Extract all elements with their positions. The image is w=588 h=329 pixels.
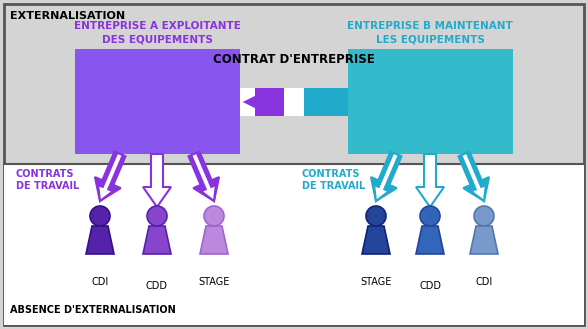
Text: CDI: CDI [475, 277, 493, 287]
Text: CDD: CDD [419, 281, 441, 291]
Polygon shape [416, 226, 444, 254]
Text: CONTRATS
DE TRAVAIL: CONTRATS DE TRAVAIL [16, 169, 79, 191]
FancyArrow shape [98, 153, 123, 201]
Text: ENTREPRISE B MAINTENANT: ENTREPRISE B MAINTENANT [347, 21, 513, 31]
Text: CDD: CDD [146, 281, 168, 291]
Circle shape [90, 206, 110, 226]
Polygon shape [143, 226, 171, 254]
FancyArrow shape [461, 153, 486, 201]
Bar [348, 49, 513, 154]
FancyArrow shape [191, 153, 216, 201]
Text: CONTRAT D'ENTREPRISE: CONTRAT D'ENTREPRISE [213, 53, 375, 66]
FancyArrow shape [374, 153, 399, 201]
Text: CDI: CDI [91, 277, 109, 287]
Circle shape [420, 206, 440, 226]
Polygon shape [470, 226, 498, 254]
Circle shape [474, 206, 494, 226]
FancyArrow shape [95, 152, 125, 201]
Polygon shape [86, 226, 114, 254]
Circle shape [366, 206, 386, 226]
Circle shape [204, 206, 224, 226]
Polygon shape [200, 226, 228, 254]
Bar [240, 88, 348, 116]
FancyArrow shape [189, 152, 219, 201]
FancyArrow shape [143, 154, 171, 207]
Bar [284, 88, 304, 116]
Bar [4, 164, 584, 325]
Text: EXTERNALISATION: EXTERNALISATION [10, 11, 125, 21]
Bar [255, 88, 294, 116]
Bar [75, 49, 240, 154]
FancyArrow shape [459, 152, 489, 201]
Text: DES EQUIPEMENTS: DES EQUIPEMENTS [102, 34, 212, 44]
FancyArrow shape [371, 152, 402, 201]
Text: STAGE: STAGE [198, 277, 230, 287]
FancyArrow shape [416, 154, 444, 207]
Bar [294, 88, 348, 116]
Text: ENTREPRISE A EXPLOITANTE: ENTREPRISE A EXPLOITANTE [74, 21, 240, 31]
Text: LES EQUIPEMENTS: LES EQUIPEMENTS [376, 34, 485, 44]
Text: CONTRATS
DE TRAVAIL: CONTRATS DE TRAVAIL [302, 169, 365, 191]
Polygon shape [362, 226, 390, 254]
Circle shape [147, 206, 167, 226]
Text: ABSENCE D'EXTERNALISATION: ABSENCE D'EXTERNALISATION [10, 305, 176, 315]
Text: STAGE: STAGE [360, 277, 392, 287]
